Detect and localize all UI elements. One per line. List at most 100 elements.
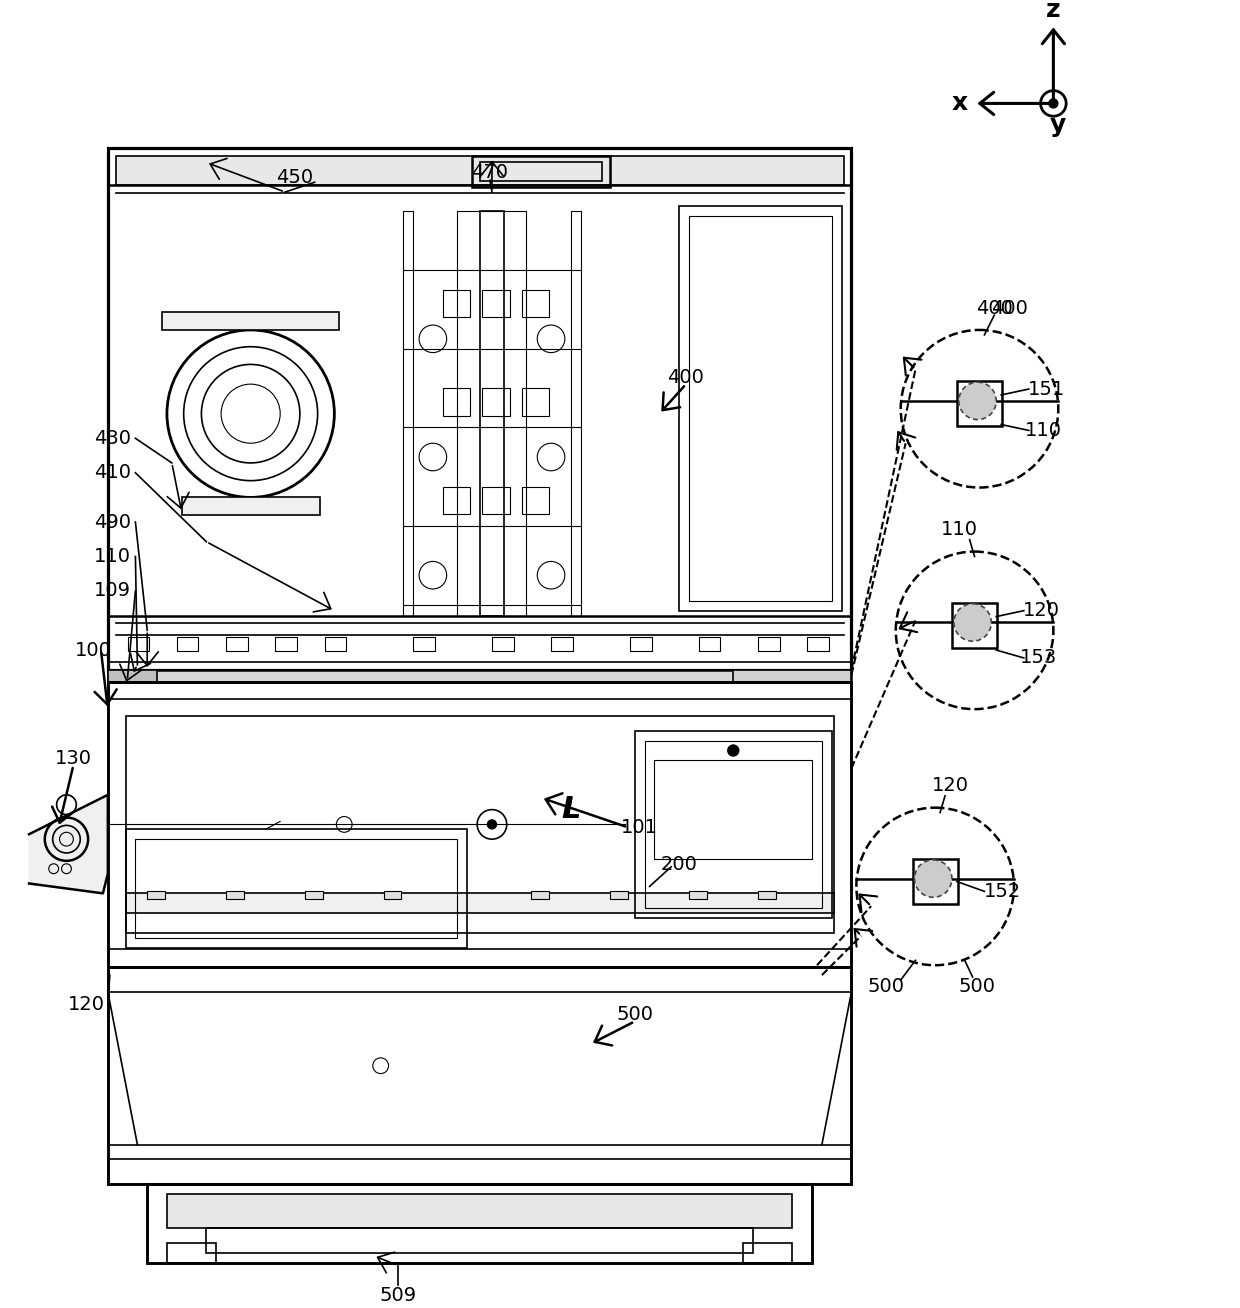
Circle shape (728, 746, 738, 756)
Bar (522, 487, 549, 514)
Bar (807, 637, 828, 651)
Bar (522, 388, 549, 416)
Text: 410: 410 (94, 463, 131, 483)
Bar (635, 731, 832, 918)
Bar (680, 205, 842, 611)
Bar (108, 967, 852, 1184)
Text: 130: 130 (55, 749, 92, 768)
Bar (913, 859, 957, 904)
Bar (125, 829, 467, 947)
Bar (167, 1194, 792, 1228)
Text: 509: 509 (379, 1286, 417, 1304)
Text: 151: 151 (1028, 379, 1065, 399)
Bar (699, 637, 720, 651)
Text: 200: 200 (661, 855, 698, 874)
Text: L: L (560, 795, 580, 824)
Bar (655, 760, 812, 859)
Bar (532, 891, 549, 900)
Text: 120: 120 (1023, 602, 1060, 620)
Text: L: L (562, 795, 579, 824)
Bar (482, 487, 510, 514)
Text: 450: 450 (277, 167, 314, 187)
Bar (733, 670, 852, 681)
Bar (115, 156, 843, 186)
Text: 400: 400 (991, 298, 1028, 318)
Bar (403, 211, 413, 616)
Bar (325, 637, 346, 651)
Bar (480, 211, 503, 616)
Bar (182, 497, 320, 515)
Bar (952, 603, 997, 647)
Bar (443, 388, 470, 416)
Bar (128, 637, 149, 651)
Text: 110: 110 (94, 547, 131, 566)
Text: 110: 110 (1025, 421, 1061, 439)
Bar (551, 637, 573, 651)
Bar (645, 740, 822, 908)
Bar (162, 313, 340, 330)
Text: 152: 152 (983, 882, 1021, 901)
Bar (482, 289, 510, 317)
Bar (125, 893, 833, 913)
Bar (125, 715, 833, 933)
Bar (443, 487, 470, 514)
Bar (522, 289, 549, 317)
Text: 430: 430 (94, 429, 131, 447)
Circle shape (954, 604, 991, 641)
Bar (108, 681, 852, 967)
Bar (226, 891, 244, 900)
Bar (492, 637, 513, 651)
Bar (108, 148, 852, 670)
Bar (480, 161, 603, 182)
Circle shape (959, 382, 996, 420)
Bar (610, 891, 627, 900)
Bar (689, 216, 832, 600)
Text: 110: 110 (941, 521, 978, 539)
Bar (689, 891, 707, 900)
Bar (743, 1243, 792, 1262)
Polygon shape (108, 991, 852, 1144)
Text: 400: 400 (976, 298, 1013, 318)
Bar (305, 891, 322, 900)
Text: 490: 490 (94, 513, 131, 531)
Bar (275, 637, 296, 651)
Bar (383, 891, 402, 900)
Bar (482, 388, 510, 416)
Bar (570, 211, 580, 616)
Bar (226, 637, 248, 651)
Text: 153: 153 (1021, 649, 1058, 667)
Bar (148, 891, 165, 900)
Bar (472, 156, 610, 187)
Text: 101: 101 (621, 818, 658, 837)
Bar (108, 670, 852, 681)
Text: x: x (952, 92, 968, 115)
Bar (206, 1228, 753, 1253)
Bar (758, 637, 780, 651)
Bar (413, 637, 435, 651)
Bar (135, 840, 458, 938)
Text: 100: 100 (74, 641, 112, 659)
Circle shape (914, 859, 952, 897)
Text: 400: 400 (667, 368, 704, 387)
Text: 120: 120 (68, 995, 104, 1014)
Bar (630, 637, 651, 651)
Text: 120: 120 (931, 777, 968, 795)
Bar (758, 891, 776, 900)
Text: 500: 500 (959, 977, 994, 997)
Bar (443, 289, 470, 317)
Text: 470: 470 (471, 164, 508, 182)
Bar (148, 1184, 812, 1262)
Polygon shape (29, 795, 108, 893)
Circle shape (1049, 99, 1058, 107)
Bar (108, 670, 157, 681)
Bar (957, 381, 1002, 426)
Circle shape (489, 820, 496, 828)
Text: 500: 500 (616, 1005, 653, 1024)
Text: 500: 500 (868, 977, 904, 997)
Text: z: z (1047, 0, 1060, 22)
Bar (458, 211, 527, 616)
Bar (177, 637, 198, 651)
Bar (167, 1243, 216, 1262)
Text: 109: 109 (94, 582, 131, 600)
Text: y: y (1050, 112, 1066, 137)
